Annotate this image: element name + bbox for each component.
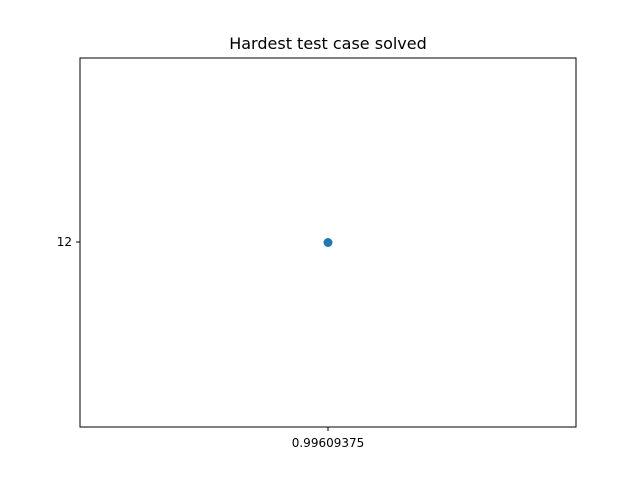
data-point (323, 238, 333, 247)
axis-ticks: 0.99609375 12 (57, 235, 365, 450)
data-points (323, 238, 333, 247)
y-tick-label: 12 (57, 235, 72, 249)
chart-title: Hardest test case solved (229, 34, 427, 53)
x-tick-label: 0.99609375 (292, 436, 365, 450)
